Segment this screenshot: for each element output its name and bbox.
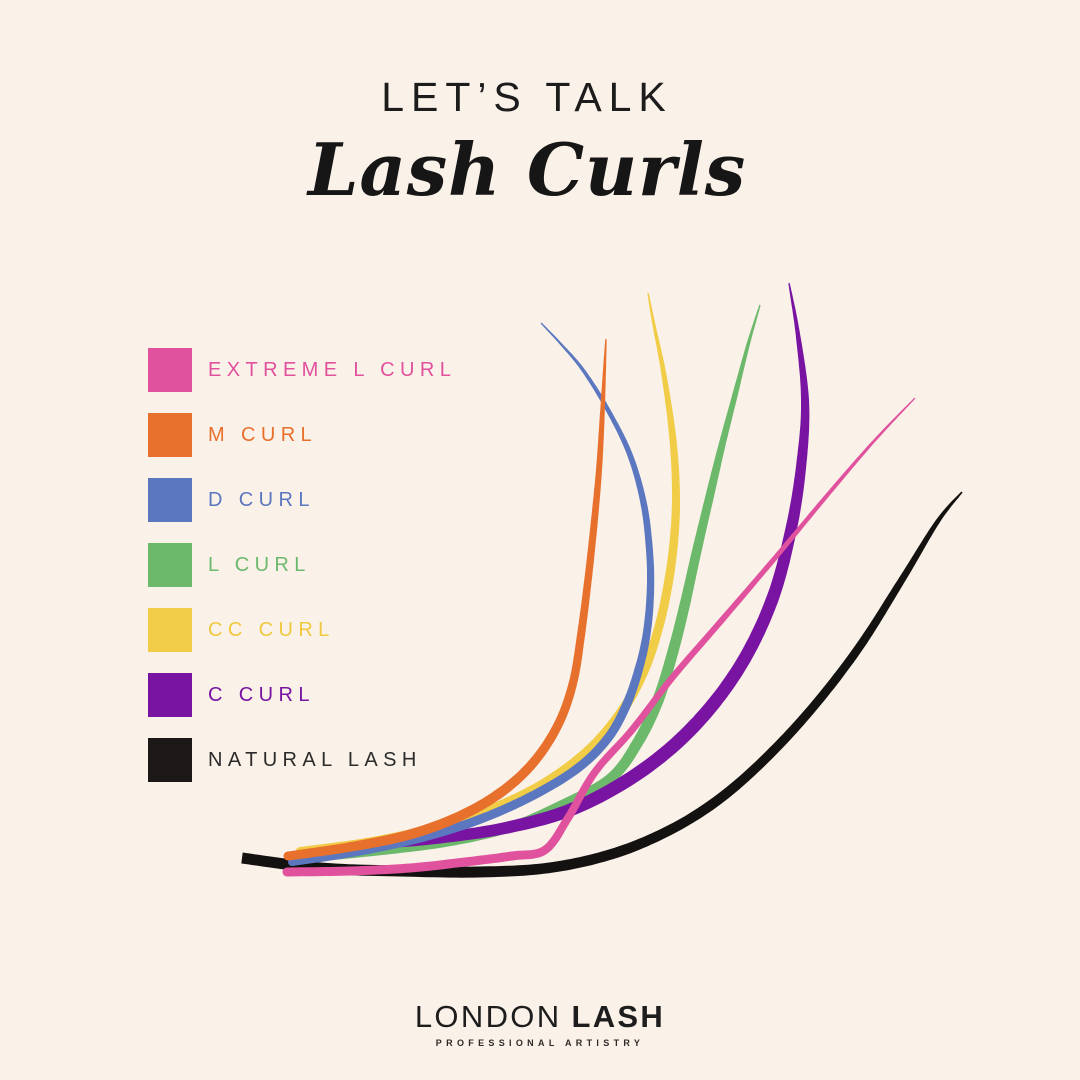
lash-curve-natural-lash xyxy=(241,491,963,878)
brand-tagline: PROFESSIONAL ARTISTRY xyxy=(435,1038,645,1048)
legend-item-extreme-l-curl: EXTREME L CURL xyxy=(148,348,456,392)
legend-item-natural-lash: NATURAL LASH xyxy=(148,738,456,782)
eyebrow-text: LET’S TALK xyxy=(381,74,673,120)
brand-logo: LONDON LASH xyxy=(0,999,1080,1035)
legend-label: M CURL xyxy=(208,423,318,446)
lash-curve-l-curl xyxy=(309,304,761,862)
legend-item-l-curl: L CURL xyxy=(148,543,456,587)
legend-item-m-curl: M CURL xyxy=(148,413,456,457)
brand-word-lash: LASH xyxy=(571,999,666,1034)
page-header: LET’S TALK Lash Curls xyxy=(0,74,1054,212)
legend-item-c-curl: C CURL xyxy=(148,673,456,717)
lash-base-cap-m-curl xyxy=(283,851,293,861)
legend-item-cc-curl: CC CURL xyxy=(148,608,456,652)
curl-legend: EXTREME L CURL M CURL D CURL L CURL CC C… xyxy=(148,348,456,782)
page-title: Lash Curls xyxy=(308,127,746,212)
legend-label: CC CURL xyxy=(208,618,335,641)
lash-base-cap-extreme-l-curl xyxy=(282,867,292,877)
brand-word-london: LONDON xyxy=(414,999,562,1034)
legend-swatch xyxy=(148,673,192,717)
legend-label: C CURL xyxy=(208,683,315,706)
legend-swatch xyxy=(148,738,192,782)
legend-item-d-curl: D CURL xyxy=(148,478,456,522)
legend-label: NATURAL LASH xyxy=(208,748,422,771)
legend-swatch xyxy=(148,413,192,457)
legend-swatch xyxy=(148,608,192,652)
brand-footer: LONDON LASH PROFESSIONAL ARTISTRY xyxy=(0,999,1080,1048)
legend-swatch xyxy=(148,478,192,522)
legend-swatch xyxy=(148,543,192,587)
legend-label: D CURL xyxy=(208,488,315,511)
legend-swatch xyxy=(148,348,192,392)
legend-label: L CURL xyxy=(208,553,311,576)
legend-label: EXTREME L CURL xyxy=(208,358,457,381)
